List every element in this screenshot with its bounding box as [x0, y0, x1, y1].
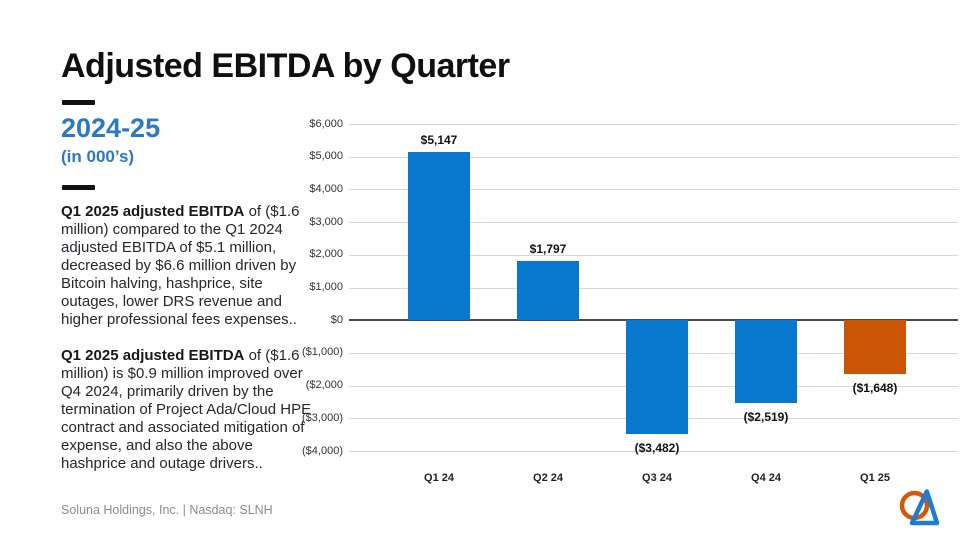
gridline — [349, 287, 958, 289]
gridline — [349, 189, 958, 191]
paragraph-1-lead: Q1 2025 adjusted EBITDA — [61, 203, 245, 220]
bar-q1-25 — [844, 320, 906, 375]
commentary-paragraph-1: Q1 2025 adjusted EBITDA of ($1.6 million… — [61, 203, 319, 329]
bar-q4-24 — [735, 320, 797, 403]
ebitda-bar-chart: $6,000 $5,000 $4,000 $3,000 $2,000 $1,000 $0 ($… — [0, 116, 960, 496]
y-axis-tick-label: $4,000 — [309, 182, 343, 195]
y-axis-tick-label: $1,000 — [309, 281, 343, 293]
commentary-paragraph-2: Q1 2025 adjusted EBITDA of ($1.6 million… — [61, 347, 319, 473]
y-axis-tick-label: ($4,000) — [302, 444, 343, 457]
y-axis-tick-label: $6,000 — [309, 117, 343, 130]
footer-text: Soluna Holdings, Inc. | Nasdaq: SLNH — [61, 503, 273, 517]
y-axis-tick-label: $0 — [330, 313, 343, 326]
title-accent-dash — [62, 100, 95, 105]
section-accent-dash — [62, 185, 95, 190]
y-axis-tick-label: $5,000 — [309, 150, 343, 163]
gridline — [349, 156, 958, 158]
bar-value-label: ($2,519) — [743, 409, 789, 424]
soluna-logo — [899, 489, 940, 526]
y-axis-tick-label: ($2,000 — [305, 379, 343, 392]
units-note: (in 000’s) — [61, 147, 135, 166]
paragraph-2-lead: Q1 2025 adjusted EBITDA — [61, 347, 245, 364]
paragraph-1-body: of ($1.6 million) compared to the Q1 202… — [61, 203, 300, 328]
x-axis-category-label: Q3 24 — [642, 472, 672, 484]
y-axis-tick-label: ($1,000) — [302, 346, 343, 359]
bar-value-label: ($3,482) — [634, 441, 680, 456]
logo-triangle-icon — [909, 489, 940, 526]
bar-q1-24 — [408, 151, 470, 321]
bar-q2-24 — [517, 261, 579, 321]
gridline — [349, 451, 958, 452]
gridline — [349, 222, 958, 224]
y-axis-tick-label: $2,000 — [309, 248, 343, 261]
x-axis-category-label: Q4 24 — [751, 472, 781, 484]
bar-q3-24 — [626, 320, 688, 435]
x-axis-category-label: Q1 24 — [424, 472, 454, 484]
bar-value-label: $1,797 — [529, 242, 567, 257]
page-title: Adjusted EBITDA by Quarter — [61, 47, 510, 85]
bar-value-label: ($1,648) — [852, 381, 898, 396]
x-axis-category-label: Q1 25 — [860, 472, 890, 484]
bar-value-label: $5,147 — [420, 132, 458, 147]
x-axis-category-label: Q2 24 — [533, 472, 563, 484]
gridline — [349, 124, 958, 125]
period-heading: 2024-25 — [61, 113, 161, 143]
paragraph-2-body: of ($1.6 million) is $0.9 million improv… — [61, 347, 312, 472]
y-axis-tick-label: $3,000 — [309, 215, 343, 228]
y-axis-tick-label: ($3,000) — [302, 411, 343, 424]
gridline — [349, 254, 958, 256]
